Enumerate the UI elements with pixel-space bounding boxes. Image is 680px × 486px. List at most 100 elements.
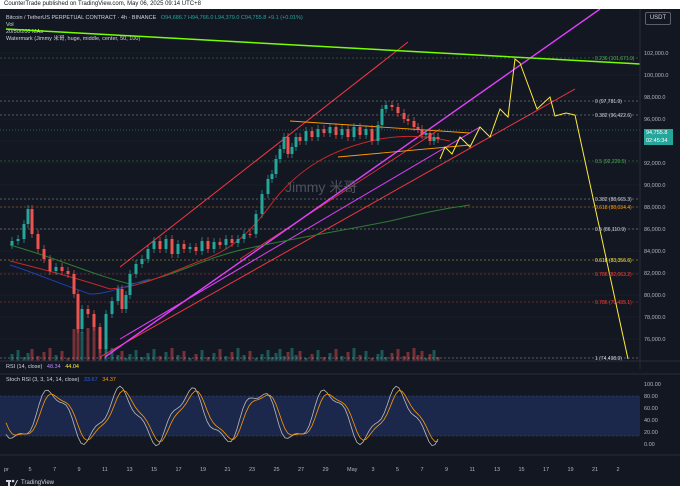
candle-body [212,242,216,249]
candle-body [134,264,138,274]
candle-body [384,105,388,109]
candle-body [110,301,114,314]
candle-body [48,259,52,271]
stoch-tick: 80.00 [644,394,658,400]
volume-bar [290,348,294,361]
fib-label: 0.5 (86,110.9) [595,227,626,233]
volume-bar [76,325,80,361]
volume-bar [194,354,198,361]
candle-body [270,174,274,179]
stoch-value-1: 33.67 [83,377,98,383]
time-tick: 13 [126,467,133,473]
candle-body [140,259,144,264]
volume-bar [402,356,406,361]
symbol-legend[interactable]: Bitcoin / TetherUS PERPETUAL CONTRACT · … [6,15,303,22]
volume-legend[interactable]: Vol [6,22,14,29]
triangle-bottom-line [337,144,471,158]
rsi-legend[interactable]: RSI (14, close) 48.34 44.04 [6,364,79,371]
fib-label: 0.5 (92,229.5) [595,159,626,165]
volume-bar [134,350,138,361]
volume-bar [310,354,314,361]
volume-bar [16,350,20,361]
ma-legend[interactable]: 20/50/200 MAs [6,29,43,36]
tradingview-icon [6,479,18,486]
candle-body [416,127,420,129]
time-tick: 19 [567,467,574,473]
volume-bar [140,357,144,361]
rsi-label: RSI (14, close) [6,364,43,370]
volume-bar [248,351,252,361]
volume-bar [110,348,114,361]
triangle-top-line [289,120,471,134]
candle-body [266,179,270,194]
candle-body [358,127,362,135]
candle-body [340,129,344,135]
volume-bars [10,324,440,361]
volume-bar [286,352,290,361]
volume-bar [436,357,440,361]
candle-body [218,242,222,245]
time-tick: 11 [102,467,108,473]
volume-bar [164,352,168,361]
volume-bar [428,354,432,361]
price-tick: 78,000.0 [644,315,665,321]
stoch-label: Stoch RSI (3, 3, 14, 14, close) [6,377,80,383]
candle-body [42,249,46,259]
volume-bar [396,349,400,361]
candle-body [402,113,406,119]
volume-bar [254,358,258,361]
tradingview-logo[interactable]: TradingView [6,479,54,486]
stoch-band [0,396,640,436]
volume-bar [412,348,416,361]
currency-button[interactable]: USDT [645,12,671,25]
stoch-value-2: 34.37 [102,377,116,383]
candle-body [428,133,432,141]
candle-body [316,129,320,137]
candle-body [158,241,162,249]
candle-body [60,267,64,271]
candle-body [224,239,228,245]
fib-label: 0.786 (79,435.1) [595,300,632,306]
stoch-legend[interactable]: Stoch RSI (3, 3, 14, 14, close) 33.67 34… [6,377,116,384]
fib-labels: 0.236 (101,671.9) 0 (97,781.9) 0.382 (96,4… [595,56,635,362]
volume-bar [36,356,40,361]
candle-body [424,133,428,135]
chart-canvas[interactable]: Jimmy 米哥 0.236 (101,671.9)0 (97,781.9)0.… [0,9,680,482]
candle-body [98,327,102,349]
volume-bar [270,357,274,361]
candle-body [188,247,192,249]
candle-body [194,247,198,251]
volume-bar [86,328,90,361]
candle-body [26,209,30,224]
candle-body [364,129,368,135]
volume-bar [26,353,30,361]
volume-bar [10,354,14,361]
volume-bar [376,354,380,361]
candle-body [346,129,350,137]
time-tick: 5 [28,467,32,473]
watermark-label: Watermark (Jimmy 米哥, huge, middle, cente… [6,36,141,42]
candle-body [380,109,384,125]
candle-body [128,274,132,295]
watermark-legend[interactable]: Watermark (Jimmy 米哥, huge, middle, cente… [6,36,140,43]
volume-bar [322,357,326,361]
candle-body [282,137,286,149]
volume-bar [334,349,338,361]
candle-body [76,294,80,329]
volume-bar [340,356,344,361]
volume-bar [182,351,186,361]
stoch-tick: 60.00 [644,406,658,412]
candle-body [200,241,204,251]
volume-bar [406,352,410,361]
volume-bar [92,324,96,361]
candle-body [120,289,124,309]
candle-body [286,137,290,154]
volume-bar [420,351,424,361]
volume-bar [124,358,128,361]
time-tick: May [347,467,358,473]
candle-body [146,249,150,259]
time-tick: 7 [53,467,57,473]
candle-body [294,137,298,147]
candle-body [254,214,258,234]
time-tick: 25 [273,467,280,473]
